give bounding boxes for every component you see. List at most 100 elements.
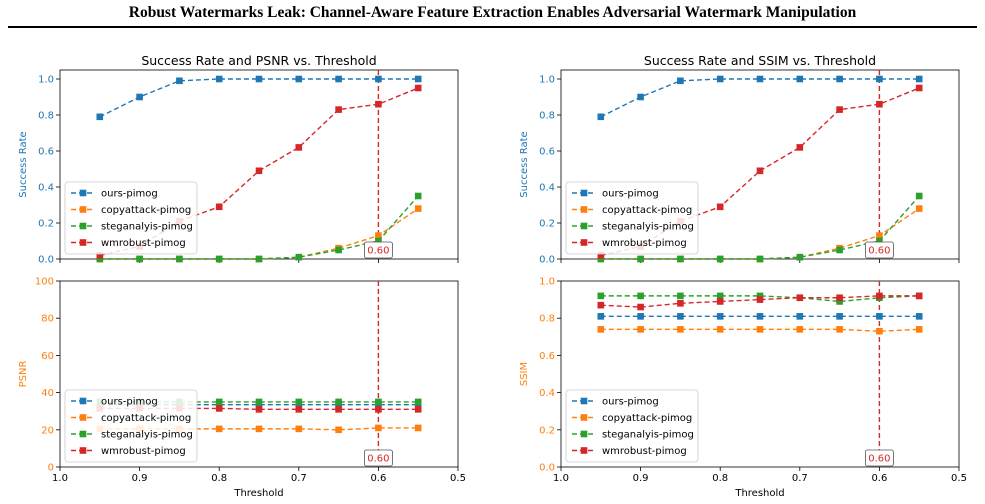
x-tick-label: 0.7: [792, 473, 808, 484]
data-point: [637, 255, 644, 263]
threshold-label: 0.60: [367, 454, 389, 465]
y-tick-label: 0.4: [539, 388, 555, 399]
y-axis-label: SSIM: [519, 362, 530, 386]
data-point: [716, 313, 724, 320]
legend-label: wmrobust-pimog: [602, 238, 687, 249]
y-tick-label: 1.0: [539, 75, 555, 86]
data-point: [597, 113, 605, 121]
legend-swatch-marker: [79, 447, 87, 454]
legend-box: [64, 389, 198, 463]
chart-title: Success Rate and SSIM vs. Threshold: [644, 53, 876, 68]
legend-label: ours-pimog: [101, 189, 158, 200]
y-tick-label: 80: [41, 314, 54, 325]
legend-swatch-marker: [79, 397, 87, 405]
x-tick-label: 0.9: [132, 473, 148, 484]
data-point: [295, 253, 303, 261]
y-tick-label: 20: [41, 425, 54, 436]
data-point: [375, 75, 382, 83]
series-line: [99, 407, 419, 411]
legend-entry: steganalyis-pimog: [572, 430, 694, 441]
y-tick-label: 0.8: [539, 111, 555, 122]
data-point: [677, 326, 684, 333]
data-point: [677, 300, 684, 307]
y-tick-label: 100: [35, 277, 54, 288]
series-ours-pimog: [597, 75, 923, 121]
y-tick-label: 0.0: [539, 463, 555, 474]
data-point: [637, 292, 644, 300]
legend-label: wmrobust-pimog: [101, 446, 186, 457]
data-point: [215, 425, 223, 433]
data-point: [295, 75, 303, 83]
legend-entry: wmrobust-pimog: [71, 238, 186, 249]
y-tick-label: 0.6: [539, 147, 555, 158]
data-point: [96, 252, 104, 259]
legend-swatch-marker: [580, 430, 588, 438]
data-point: [756, 255, 764, 263]
series-line: [600, 295, 920, 303]
y-tick-label: 0.0: [539, 255, 555, 266]
data-point: [255, 75, 263, 83]
x-tick-label: 1.0: [52, 473, 68, 484]
data-point: [414, 406, 422, 413]
y-tick-label: 0.2: [539, 219, 555, 230]
data-point: [335, 106, 342, 113]
legend-label: ours-pimog: [101, 397, 158, 408]
x-tick-label: 0.6: [871, 473, 887, 484]
data-point: [255, 398, 263, 406]
data-point: [876, 327, 883, 335]
data-point: [215, 75, 223, 83]
data-point: [96, 113, 104, 121]
data-point: [215, 398, 223, 406]
legend-swatch-marker: [580, 222, 588, 230]
x-tick-label: 0.8: [712, 473, 728, 484]
series-line: [99, 208, 419, 260]
data-point: [375, 398, 382, 406]
data-point: [836, 313, 843, 320]
data-point: [215, 203, 223, 211]
axes-frame: [560, 280, 960, 468]
series-line: [600, 295, 920, 308]
series-line: [600, 78, 920, 118]
legend-box: [64, 181, 198, 255]
data-point: [414, 75, 422, 83]
data-point: [597, 326, 605, 333]
data-point: [96, 255, 104, 263]
data-point: [414, 192, 422, 200]
data-point: [414, 205, 422, 212]
data-point: [876, 232, 883, 239]
legend-swatch-marker: [79, 189, 87, 197]
legend-label: wmrobust-pimog: [602, 446, 687, 457]
legend-swatch-marker: [79, 414, 87, 421]
y-tick-label: 0.4: [38, 183, 54, 194]
legend-entry: steganalyis-pimog: [71, 222, 193, 233]
legend-entry: steganalyis-pimog: [572, 222, 694, 233]
data-point: [836, 294, 843, 302]
data-point: [215, 405, 223, 412]
data-point: [255, 425, 263, 433]
data-point: [295, 406, 303, 413]
y-tick-label: 0.4: [539, 183, 555, 194]
data-point: [375, 100, 382, 108]
data-point: [295, 398, 303, 406]
threshold-label-box: [865, 241, 894, 259]
legend: ours-pimog copyattack-pimog steganalyis-pi…: [64, 389, 198, 463]
data-point: [796, 294, 804, 302]
panel-bottom: 0 20 40 60 80 100 PSNR 1.0 0.9 0.8 0.7 0.6 0.5 0.60 ou…: [18, 277, 466, 485]
legend-entry: ours-pimog: [71, 189, 158, 200]
threshold-label: 0.60: [367, 246, 389, 257]
legend-label: wmrobust-pimog: [101, 238, 186, 249]
legend-label: steganalyis-pimog: [602, 222, 694, 233]
legend: ours-pimog copyattack-pimog steganalyis-pi…: [565, 181, 699, 255]
chart-2: Success Rate and SSIM vs. Threshold 0.0 0.…: [519, 53, 967, 499]
data-point: [756, 313, 764, 320]
data-point: [796, 75, 804, 83]
data-point: [414, 84, 422, 92]
x-axis-label: Threshold: [734, 488, 784, 499]
y-tick-label: 0.6: [539, 351, 555, 362]
legend-label: copyattack-pimog: [602, 205, 692, 216]
data-point: [915, 84, 923, 92]
data-point: [597, 252, 605, 259]
x-tick-label: 0.9: [633, 473, 649, 484]
data-point: [716, 255, 724, 263]
data-point: [255, 406, 263, 413]
